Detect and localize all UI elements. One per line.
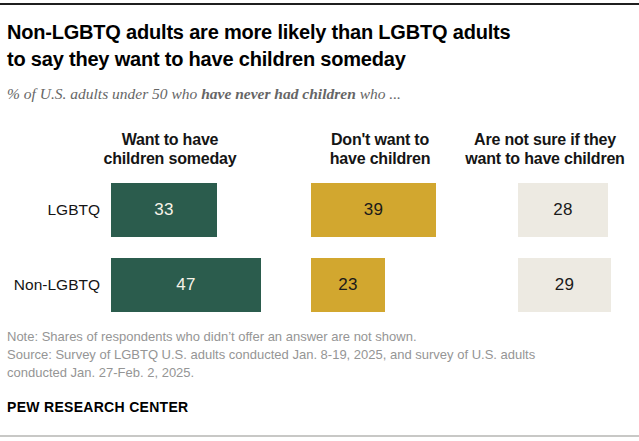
row-label-non-lgbtq: Non-LGBTQ xyxy=(0,258,100,312)
row-label-lgbtq: LGBTQ xyxy=(0,183,100,237)
bar-value-label: 33 xyxy=(154,200,173,220)
source-text-line-1: Source: Survey of LGBTQ U.S. adults cond… xyxy=(7,346,632,364)
bar-value-label: 39 xyxy=(364,200,383,220)
bar-lgbtq-series-1: 33 xyxy=(111,183,217,237)
bar-value-label: 28 xyxy=(553,200,572,220)
column-header-want-children: Want to have children someday xyxy=(55,130,285,168)
column-header-not-sure: Are not sure if they want to have childr… xyxy=(430,130,639,168)
note-text: Note: Shares of respondents who didn’t o… xyxy=(7,328,632,346)
bar-value-label: 47 xyxy=(176,275,195,295)
bar-lgbtq-series-3: 28 xyxy=(518,183,608,237)
column-header-line: Are not sure if they xyxy=(430,130,639,149)
bar-value-label: 29 xyxy=(555,275,574,295)
bar-non-lgbtq-series-3: 29 xyxy=(518,258,611,312)
bottom-divider xyxy=(0,435,639,437)
column-header-line: Want to have xyxy=(55,130,285,149)
bar-non-lgbtq-series-2: 23 xyxy=(311,258,385,312)
column-header-line: children someday xyxy=(55,149,285,168)
bar-value-label: 23 xyxy=(338,275,357,295)
column-header-line: want to have children xyxy=(430,149,639,168)
bar-non-lgbtq-series-1: 47 xyxy=(111,258,261,312)
bar-lgbtq-series-2: 39 xyxy=(311,183,436,237)
brand-label: PEW RESEARCH CENTER xyxy=(7,399,189,415)
source-text-line-2: conducted Jan. 27-Feb. 2, 2025. xyxy=(7,364,632,382)
chart-card: Non-LGBTQ adults are more likely than LG… xyxy=(0,0,639,441)
chart-footnote: Note: Shares of respondents who didn’t o… xyxy=(7,328,632,382)
